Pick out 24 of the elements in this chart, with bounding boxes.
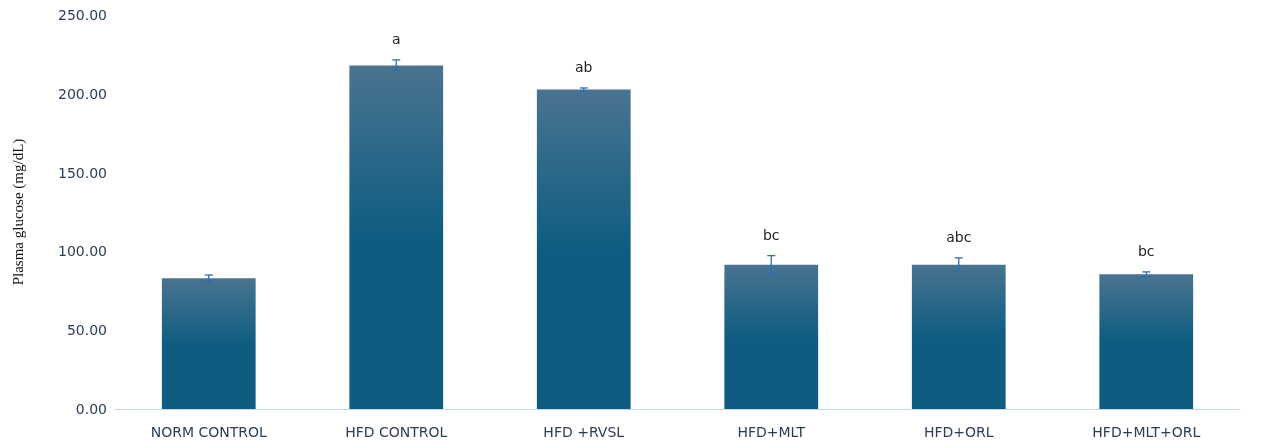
data-label: bc bbox=[762, 226, 780, 243]
bar bbox=[911, 264, 1006, 409]
x-tick-label: HFD CONTROL bbox=[345, 424, 448, 440]
bar bbox=[724, 264, 819, 409]
x-tick-label: HFD+MLT bbox=[737, 424, 806, 440]
y-tick-label: 250.00 bbox=[58, 7, 107, 23]
data-label: abc bbox=[946, 228, 972, 245]
y-tick-label: 200.00 bbox=[58, 85, 107, 102]
y-tick-label: 0.00 bbox=[75, 401, 107, 417]
bar bbox=[536, 89, 631, 409]
y-tick-label: 50.00 bbox=[66, 322, 107, 339]
bar bbox=[161, 278, 256, 409]
data-label: bc bbox=[1137, 242, 1155, 259]
x-tick-label: HFD+MLT+ORL bbox=[1092, 424, 1201, 440]
data-label: a bbox=[391, 30, 401, 47]
y-axis-title: Plasma glucose (mg/dL) bbox=[9, 138, 27, 286]
bar bbox=[1099, 274, 1194, 409]
x-tick-label: NORM CONTROL bbox=[150, 424, 267, 440]
data-label: ab bbox=[575, 58, 593, 75]
x-tick-label: HFD+ORL bbox=[923, 424, 994, 440]
bar bbox=[349, 65, 444, 409]
y-tick-label: 150.00 bbox=[58, 164, 107, 181]
x-tick-label: HFD +RVSL bbox=[543, 424, 625, 440]
y-tick-label: 100.00 bbox=[58, 243, 107, 260]
